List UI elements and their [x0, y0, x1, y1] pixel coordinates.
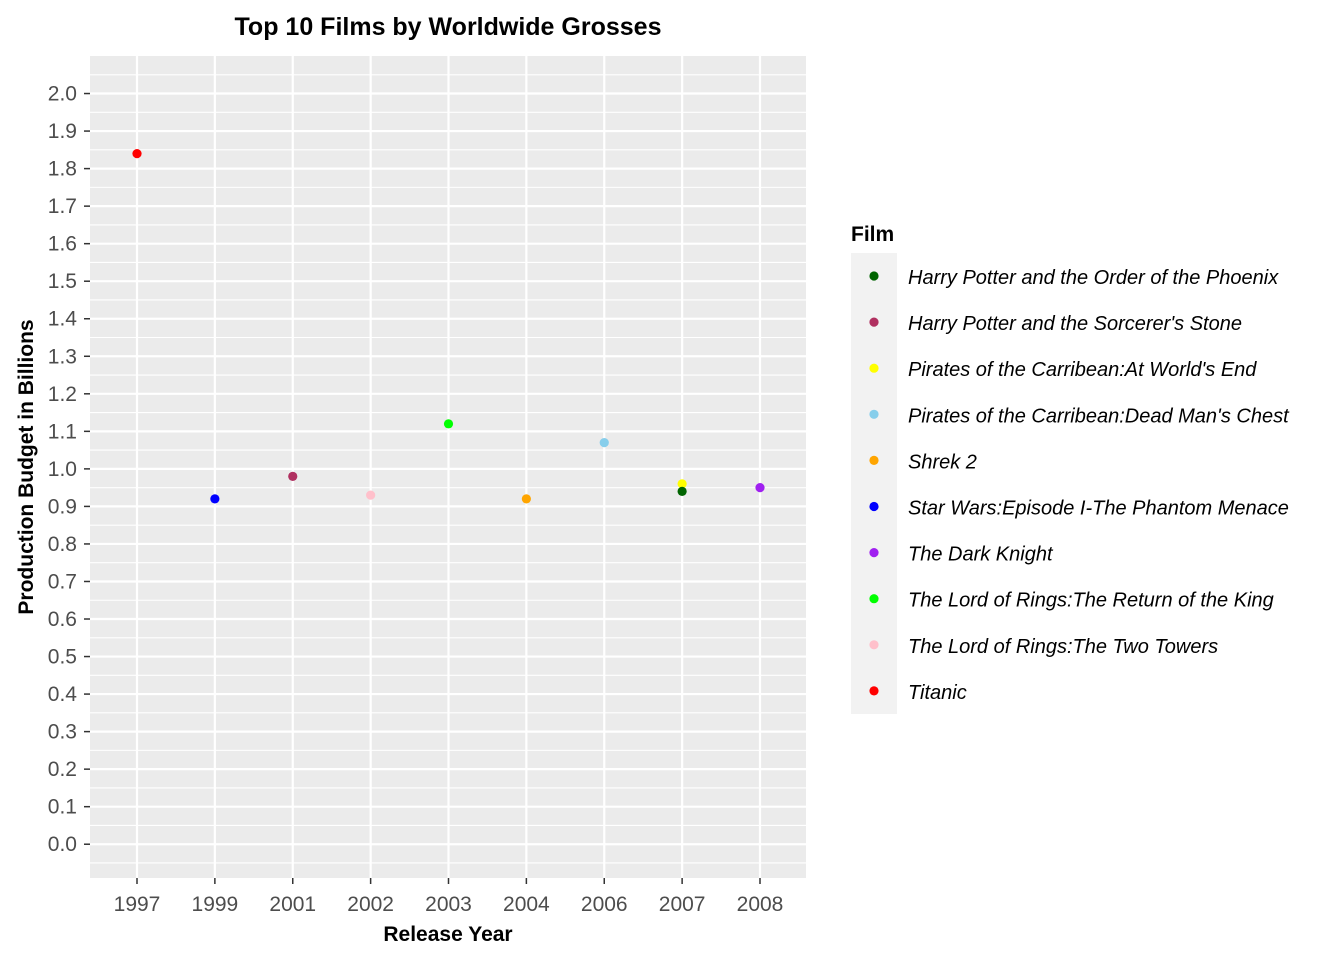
x-tick-label: 2003: [425, 893, 472, 916]
y-tick-label: 1.6: [48, 233, 77, 256]
y-tick-label: 0.6: [48, 608, 77, 631]
y-tick-label: 0.7: [48, 570, 77, 593]
legend-label: The Dark Knight: [908, 544, 1054, 566]
y-tick-label: 0.8: [48, 533, 77, 556]
x-axis-title: Release Year: [383, 923, 512, 946]
legend-label: Star Wars:Episode I-The Phantom Menace: [908, 498, 1289, 520]
data-point: [210, 494, 220, 504]
legend-label: The Lord of Rings:The Return of the King: [908, 590, 1274, 612]
data-point: [132, 148, 142, 159]
y-tick-label: 1.0: [48, 458, 77, 481]
legend-title: Film: [851, 223, 894, 246]
x-tick-label: 2006: [581, 893, 628, 916]
legend-key: [869, 317, 879, 327]
x-tick-label: 2004: [503, 893, 550, 916]
x-tick-label: 2002: [347, 893, 394, 916]
data-points: [132, 148, 765, 504]
y-axis: 0.0 0.1 0.2 0.3 0.4 0.5 0.6 0.7 0.8 0.9 1.0 1.1 1.2 1…: [48, 83, 90, 856]
legend-label: Harry Potter and the Sorcerer's Stone: [908, 313, 1242, 335]
legend: Film Harry Potter and the Order of the P…: [851, 223, 1290, 714]
x-tick-label: 2008: [737, 893, 784, 916]
x-tick-label: 2007: [659, 893, 706, 916]
y-tick-label: 0.9: [48, 495, 77, 518]
data-point: [677, 486, 687, 496]
legend-label: Shrek 2: [908, 451, 977, 473]
y-tick-label: 0.0: [48, 833, 77, 856]
legend-key: [869, 501, 879, 512]
y-tick-label: 0.4: [48, 683, 78, 706]
grid-major: [90, 56, 806, 878]
x-tick-label: 2001: [269, 893, 316, 916]
y-tick-label: 1.5: [48, 270, 77, 293]
legend-key: [869, 686, 879, 696]
x-tick-label: 1997: [114, 893, 161, 916]
legend-label: Pirates of the Carribean:At World's End: [908, 359, 1257, 381]
data-point: [443, 419, 454, 429]
y-tick-label: 0.2: [48, 758, 77, 781]
y-tick-label: 0.1: [48, 796, 77, 819]
legend-key: [869, 271, 879, 281]
legend-label: The Lord of Rings:The Two Towers: [908, 636, 1218, 658]
legend-key: [869, 363, 879, 373]
chart-title: Top 10 Films by Worldwide Grosses: [235, 13, 662, 41]
legend-key: [869, 594, 879, 604]
legend-label: Titanic: [908, 682, 967, 704]
y-tick-label: 1.7: [48, 195, 77, 218]
y-tick-label: 1.4: [48, 308, 78, 331]
legend-items: Harry Potter and the Order of the Phoeni…: [869, 267, 1290, 704]
data-point: [366, 490, 376, 500]
legend-label: Harry Potter and the Order of the Phoeni…: [908, 267, 1279, 289]
data-point: [599, 438, 609, 448]
legend-key: [869, 548, 879, 558]
y-tick-label: 1.8: [48, 158, 77, 181]
x-tick-label: 1999: [192, 893, 239, 916]
legend-label: Pirates of the Carribean:Dead Man's Ches…: [908, 405, 1290, 427]
y-tick-label: 1.2: [48, 383, 77, 406]
legend-key: [869, 409, 879, 419]
legend-key: [869, 455, 879, 465]
data-point: [288, 471, 298, 481]
y-tick-label: 0.3: [48, 721, 77, 744]
y-tick-label: 0.5: [48, 646, 77, 669]
y-tick-label: 2.0: [48, 83, 77, 106]
data-point: [521, 494, 531, 504]
y-axis-title: Production Budget in Billions: [15, 319, 38, 614]
legend-key: [869, 640, 879, 650]
legend-key-background: [851, 253, 897, 714]
y-tick-label: 1.3: [48, 345, 77, 368]
y-tick-label: 1.1: [48, 420, 77, 443]
y-tick-label: 1.9: [48, 120, 77, 143]
x-axis: 1997 1999 2001 2002 2003 2004 2006 2007 2008: [114, 878, 784, 916]
data-point: [677, 479, 687, 489]
data-point: [755, 483, 765, 493]
